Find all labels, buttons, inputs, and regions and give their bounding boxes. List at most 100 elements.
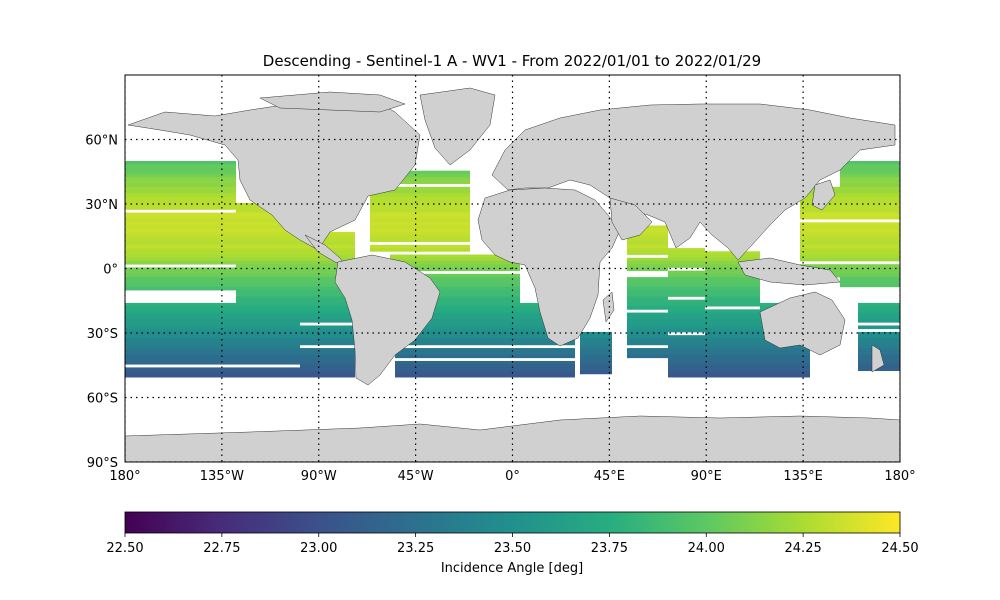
data-cell: [236, 251, 300, 255]
japan-landmass: [811, 179, 836, 211]
data-cell: [125, 167, 236, 172]
data-cell: [125, 212, 236, 217]
data-cell: [627, 341, 668, 346]
data-cell: [800, 264, 840, 268]
data-cell: [395, 322, 575, 326]
data-cell: [300, 306, 355, 310]
data-cell: [125, 225, 236, 230]
data-cell: [236, 222, 300, 226]
data-cell: [840, 283, 900, 288]
data-cell: [840, 190, 900, 194]
data-cell: [395, 306, 575, 310]
data-cell: [125, 344, 236, 349]
data-cell: [840, 177, 900, 181]
data-cell: [395, 328, 575, 333]
data-cell: [300, 277, 355, 281]
data-cell: [668, 335, 705, 339]
data-cell: [705, 260, 760, 265]
data-cell: [125, 306, 236, 310]
data-cell: [840, 167, 900, 172]
data-cell: [125, 338, 236, 342]
longitude-tick-label: 0°: [505, 469, 520, 484]
data-cell: [300, 241, 355, 246]
data-cell: [125, 215, 236, 220]
data-cell: [705, 254, 760, 259]
data-cell: [840, 196, 900, 201]
data-cell: [705, 286, 760, 291]
data-cell: [840, 209, 900, 213]
data-cell: [705, 348, 760, 352]
data-cell: [300, 257, 355, 262]
graticule: [125, 75, 900, 462]
colorbar-tick-label: 24.25: [785, 541, 822, 556]
data-cell: [627, 293, 668, 297]
data-cell: [627, 238, 668, 243]
data-cell: [668, 348, 705, 352]
longitude-tick-label: 45°W: [398, 469, 434, 484]
latitude-tick-label: 30°S: [87, 327, 118, 342]
data-cell: [627, 306, 668, 310]
data-cell: [236, 331, 300, 336]
data-cell: [668, 341, 705, 346]
data-cell: [627, 241, 668, 246]
data-cell: [800, 212, 840, 217]
data-cell: [668, 360, 705, 365]
data-cell: [390, 273, 520, 278]
greenland-landmass: [419, 87, 496, 166]
data-cell: [800, 215, 840, 220]
data-cell: [840, 199, 900, 204]
data-cell: [236, 267, 300, 272]
latitude-tick-label: 0°: [103, 263, 118, 278]
data-cell: [705, 354, 760, 359]
data-cell: [668, 290, 705, 294]
data-cell: [760, 370, 810, 375]
data-cell: [627, 283, 668, 288]
data-cell: [370, 180, 470, 184]
data-cell: [125, 348, 236, 352]
data-cell: [370, 235, 470, 239]
data-cell: [395, 309, 575, 313]
data-cell: [125, 257, 236, 262]
data-cell: [236, 299, 300, 304]
data-cell: [236, 319, 300, 323]
latitude-tick-label: 90°S: [87, 456, 118, 471]
data-cell: [236, 248, 300, 252]
data-cell: [236, 277, 300, 281]
data-cell: [705, 357, 760, 362]
data-cell: [580, 344, 612, 349]
latitude-tick-label: 30°N: [85, 198, 118, 213]
data-cell: [300, 290, 355, 294]
data-cell: [668, 260, 705, 265]
data-cell: [668, 293, 705, 297]
data-cell: [236, 270, 300, 275]
data-cell: [858, 306, 900, 310]
data-cell: [858, 319, 900, 323]
data-cell: [840, 193, 900, 197]
data-cell: [705, 280, 760, 284]
data-cell: [236, 312, 300, 317]
data-cell: [125, 206, 236, 210]
data-cell: [300, 357, 355, 362]
data-cell: [395, 315, 575, 320]
colorbar-tick-label: 23.00: [300, 541, 337, 556]
data-cell: [300, 335, 355, 339]
data-cell: [125, 273, 236, 278]
data-cell: [390, 283, 520, 288]
data-cell: [300, 325, 355, 330]
data-cell: [395, 302, 575, 307]
data-cell: [390, 277, 520, 281]
data-cell: [236, 338, 300, 342]
data-cell: [125, 238, 236, 243]
data-cell: [300, 373, 355, 378]
data-cell: [668, 251, 705, 255]
data-cell: [370, 238, 470, 243]
data-cell: [236, 302, 300, 307]
data-cell: [580, 331, 612, 336]
australia-landmass: [759, 291, 846, 356]
data-cell: [370, 225, 470, 230]
data-cell: [236, 219, 300, 223]
data-cell: [300, 273, 355, 278]
map-title: Descending - Sentinel-1 A - WV1 - From 2…: [263, 52, 761, 70]
data-cell: [705, 370, 760, 375]
data-cell: [300, 309, 355, 313]
